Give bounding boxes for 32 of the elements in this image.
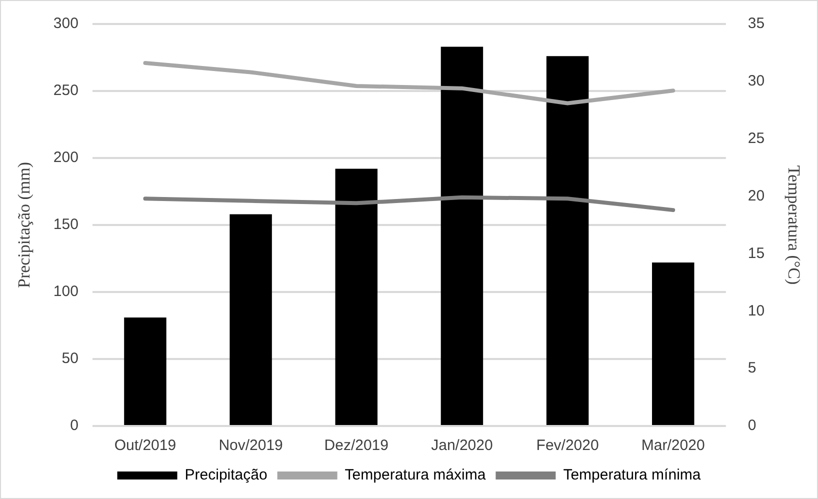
y-tick-label: 100 <box>53 283 78 300</box>
bar <box>440 46 484 425</box>
bar <box>335 168 378 425</box>
bar <box>124 317 166 425</box>
y2-tick-label: 5 <box>748 360 756 377</box>
bar <box>230 214 272 425</box>
x-tick-label: Nov/2019 <box>218 437 283 454</box>
legend-label: Temperatura mínima <box>563 466 702 484</box>
y-tick-label: 200 <box>53 149 78 166</box>
y2-tick-label: 25 <box>748 130 765 147</box>
x-tick-label: Fev/2020 <box>536 437 599 454</box>
y-tick-label: 50 <box>62 350 78 368</box>
y-tick-label: 300 <box>53 15 78 32</box>
y2-tick-label: 15 <box>748 244 765 262</box>
y-tick-label: 150 <box>53 216 78 234</box>
legend-label: Precipitação <box>184 466 268 484</box>
x-tick-label: Dez/2019 <box>324 437 388 454</box>
y2-axis-title: Temperatura (°C) <box>784 165 804 285</box>
y-tick-label: 0 <box>70 417 78 434</box>
x-tick-label: Out/2019 <box>114 437 176 454</box>
y2-tick-label: 30 <box>748 72 765 90</box>
y2-tick-label: 0 <box>748 417 756 434</box>
y2-tick-label: 35 <box>748 15 765 32</box>
y2-tick-label: 10 <box>748 302 765 320</box>
bar <box>546 56 589 425</box>
y-axis-title: Precipitação (mm) <box>14 162 34 288</box>
x-tick-label: Mar/2020 <box>641 437 705 454</box>
x-tick-label: Jan/2020 <box>431 437 493 454</box>
y-tick-label: 250 <box>53 82 78 100</box>
y2-tick-label: 20 <box>748 187 765 204</box>
legend-label: Temperatura máxima <box>344 466 486 484</box>
bar <box>652 262 694 425</box>
